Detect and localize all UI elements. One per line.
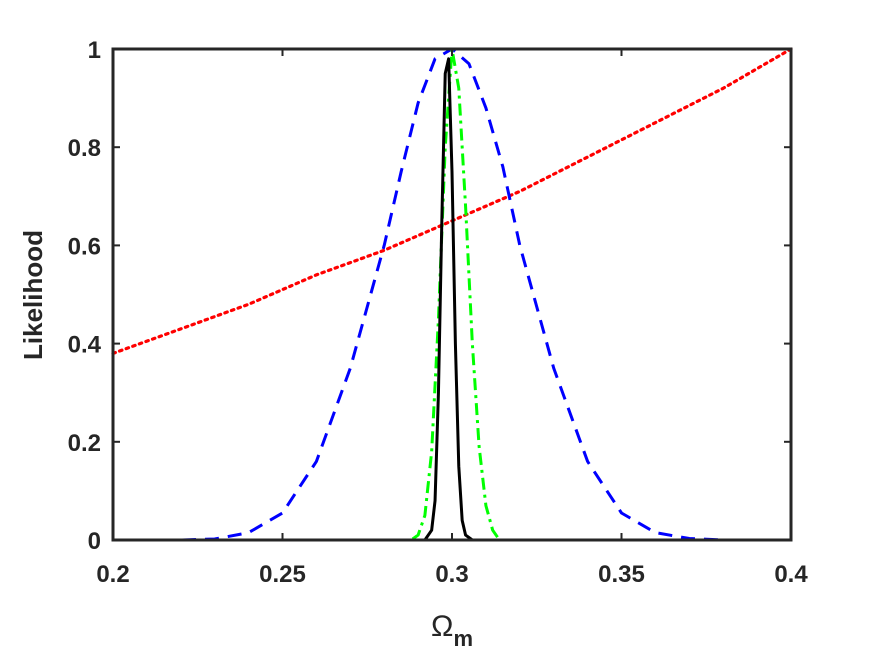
y-tick-label: 0.4 [68,332,102,359]
x-axis-label: Ωm [431,610,473,651]
x-tick-label: 0.2 [96,561,129,588]
y-axis-label: Likelihood [18,230,48,360]
x-tick-label: 0.3 [435,561,468,588]
y-tick-label: 0.2 [68,430,101,457]
y-tick-label: 0.8 [68,135,101,162]
x-tick-label: 0.35 [598,561,645,588]
y-tick-label: 1 [88,37,101,64]
series-line-solid [113,57,791,542]
x-tick-label: 0.4 [774,561,808,588]
label-layer: Likelihood Ωm [18,230,473,651]
series-line-dash-dot [113,47,791,542]
x-tick-label: 0.25 [259,561,306,588]
x-axis-label-subscript: m [453,626,473,651]
y-tick-label: 0.6 [68,233,101,260]
frame-layer [111,47,793,542]
axes-box [111,47,793,542]
y-tick-label: 0 [88,528,101,555]
x-axis-label-main: Ω [431,610,453,643]
